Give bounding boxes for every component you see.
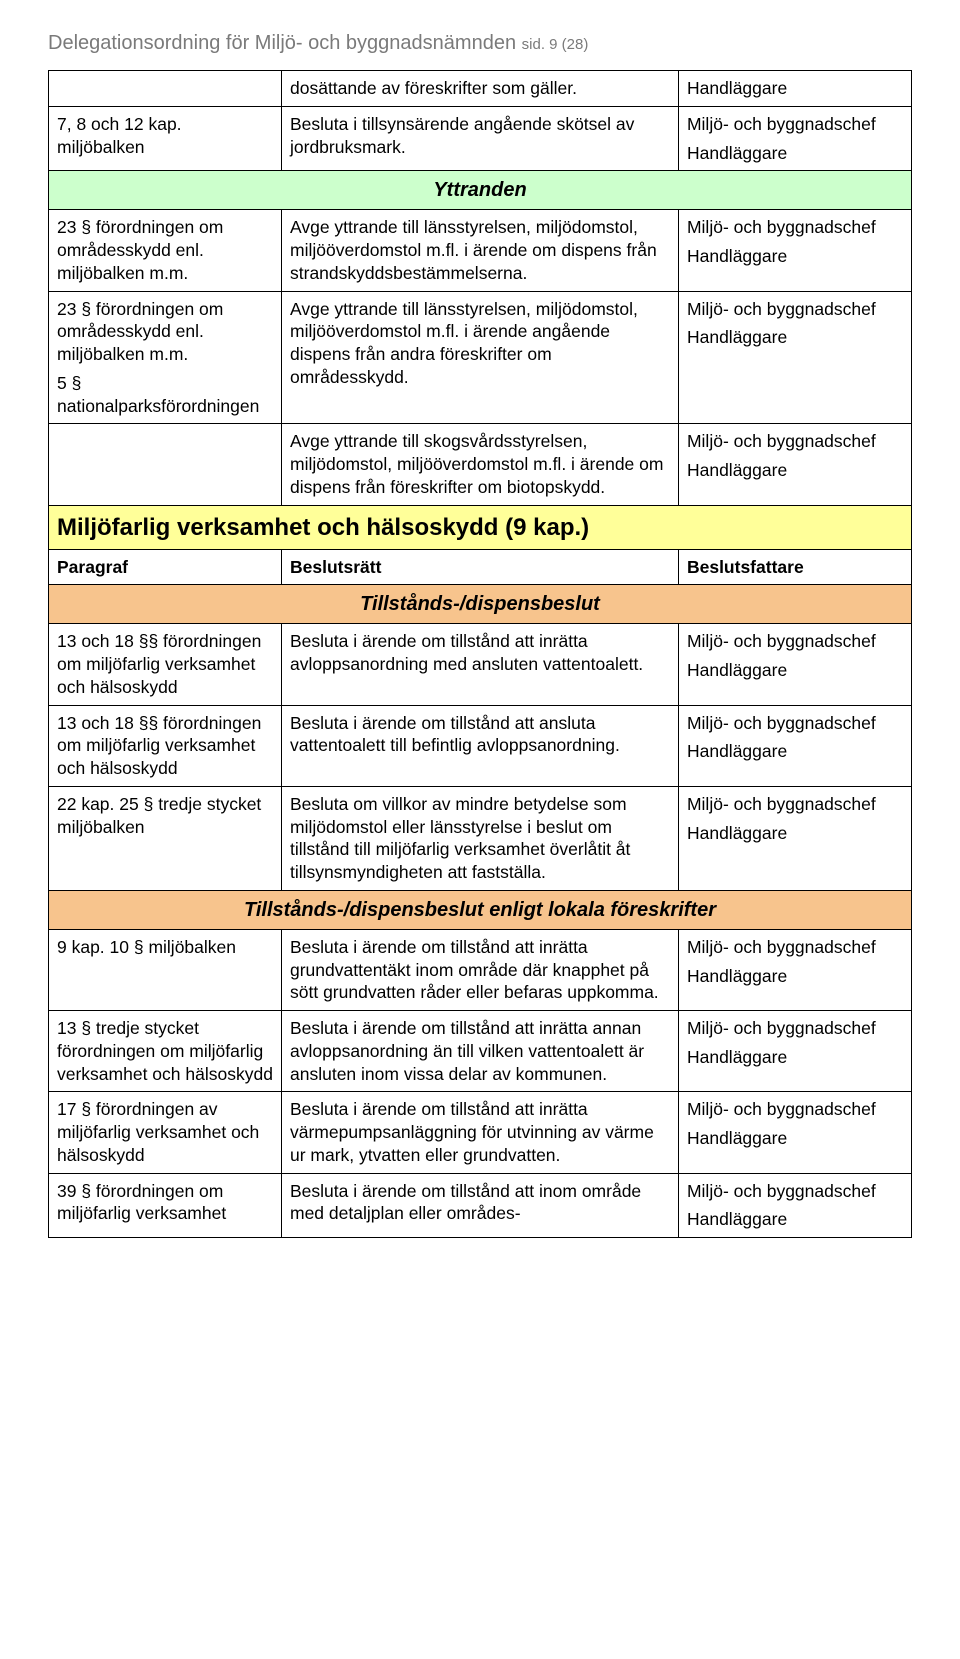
cell-beslutsfattare: Miljö- och byggnadschef Handläggare: [678, 210, 911, 291]
cell-beslutsratt: Besluta i tillsynsärende angående skötse…: [282, 106, 679, 171]
fattare-line: Miljö- och byggnadschef: [687, 1017, 903, 1040]
fattare-line: Miljö- och byggnadschef: [687, 1180, 903, 1203]
fattare-line: Handläggare: [687, 659, 903, 682]
table-row: 23 § förordningen om områdesskydd enl. m…: [49, 291, 912, 424]
cell-paragraf: 39 § förordningen om miljöfarlig verksam…: [49, 1173, 282, 1238]
cell-paragraf: 23 § förordningen om områdesskydd enl. m…: [49, 210, 282, 291]
table-row: 13 och 18 §§ förordningen om miljöfarlig…: [49, 705, 912, 786]
table-row: 7, 8 och 12 kap. miljöbalken Besluta i t…: [49, 106, 912, 171]
col-header-paragraf: Paragraf: [49, 549, 282, 585]
paragraf-line: 23 § förordningen om områdesskydd enl. m…: [57, 298, 273, 366]
fattare-line: Miljö- och byggnadschef: [687, 113, 903, 136]
fattare-line: Miljö- och byggnadschef: [687, 936, 903, 959]
table-row: 13 och 18 §§ förordningen om miljöfarlig…: [49, 624, 912, 705]
header-title: Delegationsordning för Miljö- och byggna…: [48, 32, 516, 54]
section-heading-lokala: Tillstånds-/dispensbeslut enligt lokala …: [49, 890, 912, 929]
fattare-line: Handläggare: [687, 326, 903, 349]
table-row: 22 kap. 25 § tredje stycket miljöbalken …: [49, 786, 912, 890]
section-heading-yttranden: Yttranden: [49, 171, 912, 210]
section-row: Miljöfarlig verksamhet och hälsoskydd (9…: [49, 505, 912, 549]
cell-beslutsfattare: Miljö- och byggnadschef Handläggare: [678, 106, 911, 171]
fattare-line: Miljö- och byggnadschef: [687, 1098, 903, 1121]
delegation-table: dosättande av föreskrifter som gäller. H…: [48, 70, 912, 1238]
fattare-line: Handläggare: [687, 459, 903, 482]
cell-paragraf: 22 kap. 25 § tredje stycket miljöbalken: [49, 786, 282, 890]
cell-beslutsratt: Besluta i ärende om tillstånd att inrätt…: [282, 1011, 679, 1092]
cell-paragraf: 13 och 18 §§ förordningen om miljöfarlig…: [49, 624, 282, 705]
fattare-line: Handläggare: [687, 965, 903, 988]
table-row: 17 § förordningen av miljöfarlig verksam…: [49, 1092, 912, 1173]
table-row: 9 kap. 10 § miljöbalken Besluta i ärende…: [49, 929, 912, 1010]
cell-paragraf: [49, 71, 282, 107]
cell-beslutsratt: Avge yttrande till skogsvårdsstyrelsen, …: [282, 424, 679, 505]
cell-paragraf: 23 § förordningen om områdesskydd enl. m…: [49, 291, 282, 424]
cell-beslutsfattare: Miljö- och byggnadschef Handläggare: [678, 291, 911, 424]
cell-beslutsratt: Besluta i ärende om tillstånd att inrätt…: [282, 1092, 679, 1173]
cell-paragraf: 7, 8 och 12 kap. miljöbalken: [49, 106, 282, 171]
cell-beslutsratt: Besluta i ärende om tillstånd att inom o…: [282, 1173, 679, 1238]
cell-beslutsratt: Besluta i ärende om tillstånd att inrätt…: [282, 929, 679, 1010]
cell-beslutsfattare: Miljö- och byggnadschef Handläggare: [678, 624, 911, 705]
cell-beslutsratt: Besluta om villkor av mindre betydelse s…: [282, 786, 679, 890]
fattare-line: Miljö- och byggnadschef: [687, 712, 903, 735]
section-row: Tillstånds-/dispensbeslut enligt lokala …: [49, 890, 912, 929]
fattare-line: Handläggare: [687, 822, 903, 845]
cell-beslutsfattare: Miljö- och byggnadschef Handläggare: [678, 1011, 911, 1092]
cell-beslutsratt: dosättande av föreskrifter som gäller.: [282, 71, 679, 107]
cell-beslutsratt: Besluta i ärende om tillstånd att anslut…: [282, 705, 679, 786]
cell-beslutsfattare: Miljö- och byggnadschef Handläggare: [678, 786, 911, 890]
table-row: 23 § förordningen om områdesskydd enl. m…: [49, 210, 912, 291]
cell-beslutsratt: Avge yttrande till länsstyrelsen, miljöd…: [282, 291, 679, 424]
section-heading-miljofarlig: Miljöfarlig verksamhet och hälsoskydd (9…: [49, 505, 912, 549]
cell-paragraf: 9 kap. 10 § miljöbalken: [49, 929, 282, 1010]
fattare-line: Miljö- och byggnadschef: [687, 630, 903, 653]
col-header-beslutsfattare: Beslutsfattare: [678, 549, 911, 585]
table-header-row: Paragraf Beslutsrätt Beslutsfattare: [49, 549, 912, 585]
section-row: Tillstånds-/dispensbeslut: [49, 585, 912, 624]
table-row: 39 § förordningen om miljöfarlig verksam…: [49, 1173, 912, 1238]
fattare-line: Handläggare: [687, 1208, 903, 1231]
table-row: Avge yttrande till skogsvårdsstyrelsen, …: [49, 424, 912, 505]
col-header-beslutsratt: Beslutsrätt: [282, 549, 679, 585]
fattare-line: Handläggare: [687, 142, 903, 165]
fattare-line: Handläggare: [687, 740, 903, 763]
cell-paragraf: 13 § tredje stycket förordningen om milj…: [49, 1011, 282, 1092]
cell-paragraf: 13 och 18 §§ förordningen om miljöfarlig…: [49, 705, 282, 786]
paragraf-line: 5 § nationalparksförordningen: [57, 372, 273, 418]
cell-beslutsfattare: Miljö- och byggnadschef Handläggare: [678, 1173, 911, 1238]
fattare-line: Miljö- och byggnadschef: [687, 298, 903, 321]
fattare-line: Miljö- och byggnadschef: [687, 430, 903, 453]
header-page-info: sid. 9 (28): [522, 36, 589, 53]
cell-beslutsfattare: Handläggare: [678, 71, 911, 107]
table-row: dosättande av föreskrifter som gäller. H…: [49, 71, 912, 107]
cell-beslutsratt: Avge yttrande till länsstyrelsen, miljöd…: [282, 210, 679, 291]
cell-paragraf: 17 § förordningen av miljöfarlig verksam…: [49, 1092, 282, 1173]
page-header: Delegationsordning för Miljö- och byggna…: [48, 30, 912, 56]
fattare-line: Miljö- och byggnadschef: [687, 216, 903, 239]
fattare-line: Handläggare: [687, 1046, 903, 1069]
cell-beslutsfattare: Miljö- och byggnadschef Handläggare: [678, 929, 911, 1010]
cell-beslutsfattare: Miljö- och byggnadschef Handläggare: [678, 424, 911, 505]
section-row: Yttranden: [49, 171, 912, 210]
table-row: 13 § tredje stycket förordningen om milj…: [49, 1011, 912, 1092]
cell-beslutsratt: Besluta i ärende om tillstånd att inrätt…: [282, 624, 679, 705]
fattare-line: Handläggare: [687, 1127, 903, 1150]
cell-paragraf: [49, 424, 282, 505]
cell-beslutsfattare: Miljö- och byggnadschef Handläggare: [678, 1092, 911, 1173]
fattare-line: Miljö- och byggnadschef: [687, 793, 903, 816]
cell-beslutsfattare: Miljö- och byggnadschef Handläggare: [678, 705, 911, 786]
fattare-line: Handläggare: [687, 245, 903, 268]
section-heading-tillstand: Tillstånds-/dispensbeslut: [49, 585, 912, 624]
